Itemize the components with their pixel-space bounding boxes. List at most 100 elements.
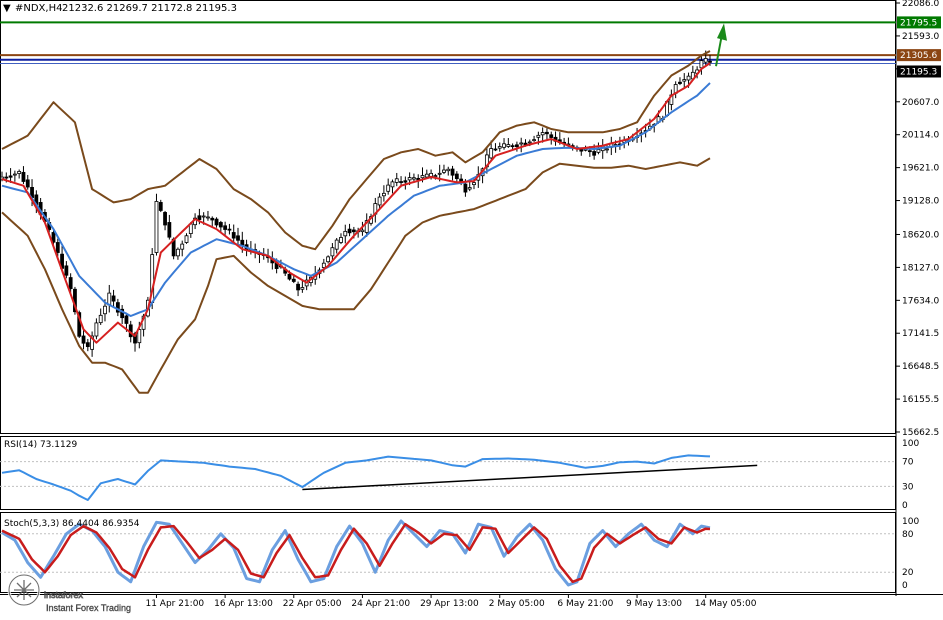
candle-body [98, 314, 103, 324]
price-tick-label: 19128.0 [902, 197, 939, 207]
candle-body [502, 143, 506, 148]
candle-body [94, 322, 99, 337]
candle-body [343, 230, 348, 237]
rsi-trendline [302, 464, 758, 491]
candle-body [214, 218, 219, 226]
bollinger-lower-line [1, 157, 711, 394]
price-layer [0, 21, 896, 394]
price-tick-label: 16155.5 [902, 395, 939, 405]
stoch-layer [0, 519, 896, 587]
candle-body [532, 139, 536, 142]
instaforex-logo: instaforex Instant Forex Trading [7, 573, 131, 613]
candle-body [167, 222, 172, 238]
time-tick-label: 6 May 21:00 [557, 599, 613, 609]
candle-body [515, 144, 519, 148]
candle-body [184, 235, 189, 243]
candle-body [407, 177, 412, 181]
candle-body [17, 171, 22, 174]
resistance-price-box [897, 49, 941, 62]
rsi-tick-label: 100 [902, 439, 919, 449]
stoch-tick-label: 20 [902, 568, 914, 578]
candle-body [180, 243, 185, 250]
time-tick-label: 24 Apr 21:00 [351, 599, 410, 609]
candle-body [437, 172, 442, 175]
candle-body [68, 277, 73, 290]
brand-tagline: Instant Forex Trading [46, 603, 131, 613]
candle-body [85, 342, 90, 348]
candle-body [686, 75, 691, 81]
candle-body [463, 183, 468, 193]
candle-body [154, 201, 159, 253]
price-tick-label: 22086.0 [902, 0, 939, 9]
rsi-label: RSI(14) 73.1129 [4, 440, 77, 450]
candle-body [176, 248, 180, 257]
candle-body [424, 173, 429, 178]
time-tick-label: 29 Apr 13:00 [420, 599, 479, 609]
candle-body [536, 134, 541, 138]
candle-body [433, 175, 438, 177]
stoch-label: Stoch(5,3,3) 86.4404 86.9354 [4, 519, 140, 529]
candle-body [467, 187, 472, 190]
price-panel [0, 0, 896, 434]
candle-body [540, 132, 545, 136]
candle-body [381, 192, 386, 197]
candle-body [12, 173, 17, 176]
price-tick-label: 19621.0 [902, 164, 939, 174]
forecast-arrow-head [717, 23, 727, 41]
candle-body [107, 292, 112, 306]
resistance-price-box-label: 21305.6 [900, 51, 937, 61]
candle-body [442, 169, 446, 173]
candle-body [236, 235, 240, 241]
candle-body [201, 215, 206, 218]
candle-body [472, 182, 476, 186]
target-price-box-label: 21795.5 [900, 18, 937, 28]
candle-body [390, 181, 395, 188]
candle-body [206, 216, 210, 219]
candle-body [4, 176, 9, 179]
candle-body [699, 60, 704, 69]
rsi-layer [0, 454, 896, 501]
candle-body [296, 283, 300, 291]
candle-body [386, 184, 391, 192]
candle-body [596, 149, 601, 153]
candle-body [111, 295, 116, 302]
candle-body [493, 148, 498, 151]
axis-layer: 22086.021593.021100.020607.020114.019621… [145, 0, 941, 609]
candle-body [158, 202, 163, 211]
candle-body [231, 232, 236, 239]
candle-body [163, 212, 167, 226]
price-tick-label: 17634.0 [902, 296, 939, 306]
candle-body [218, 222, 223, 228]
bollinger-upper-line [1, 50, 711, 251]
candle-body [446, 168, 451, 172]
candle-body [55, 242, 60, 253]
candle-body [115, 302, 120, 313]
candle-body [287, 273, 292, 280]
candle-body [450, 168, 455, 176]
symbol-label: #NDX,H4 [15, 3, 62, 14]
candle-body [360, 229, 365, 233]
candle-body [240, 239, 245, 246]
candle-body [197, 215, 202, 220]
candle-body [291, 278, 296, 282]
stoch-signal-line [1, 522, 711, 584]
price-tick-label: 20114.0 [902, 131, 939, 141]
candle-body [227, 228, 232, 231]
time-tick-label: 16 Apr 13:00 [214, 599, 273, 609]
candle-body [703, 58, 708, 63]
candle-body [210, 217, 215, 221]
slow-ma-line [1, 82, 711, 317]
stoch-tick-label: 0 [902, 581, 908, 591]
header-arrow-icon[interactable]: ▼ [3, 3, 11, 14]
candle-body [300, 287, 305, 290]
rsi-tick-label: 30 [902, 482, 914, 492]
candle-body [605, 148, 609, 151]
candle-body [347, 228, 352, 234]
forecast-arrow-shaft [715, 33, 723, 67]
candle-body [510, 145, 515, 148]
candle-body [25, 179, 30, 188]
candle-body [454, 173, 459, 180]
target-price-box [897, 16, 941, 29]
